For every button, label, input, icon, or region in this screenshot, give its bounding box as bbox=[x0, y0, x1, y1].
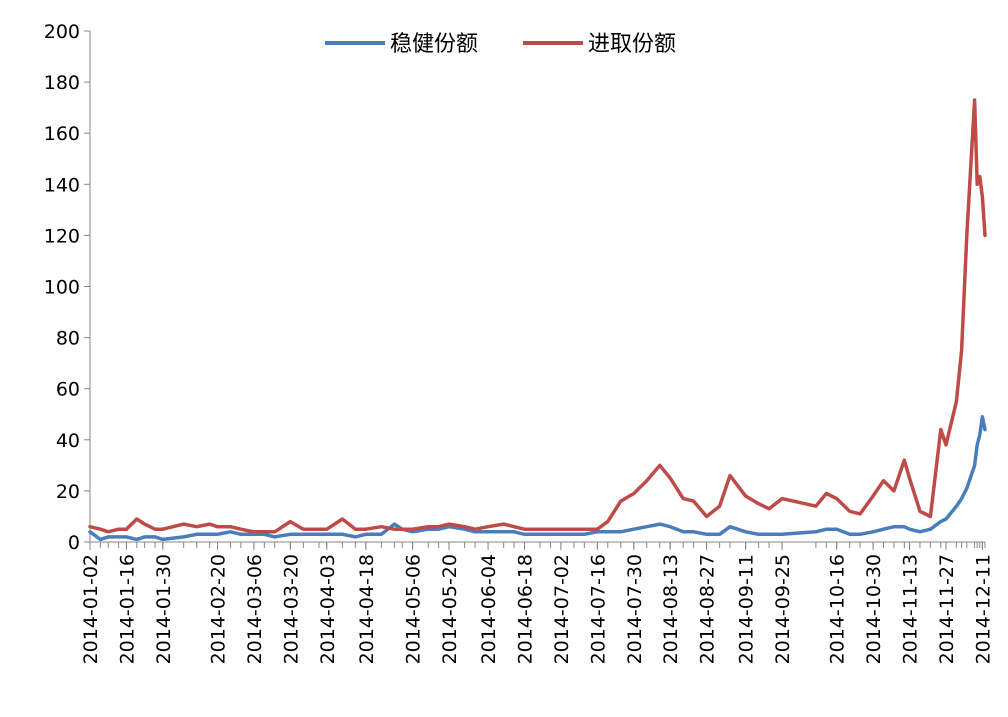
x-tick-label: 2014-11-13 bbox=[900, 554, 922, 664]
y-axis: 0 20 40 60 80 100 120 140 160 180 200 bbox=[44, 21, 91, 554]
y-tick-label: 120 bbox=[44, 225, 80, 247]
x-tick-label: 2014-01-30 bbox=[153, 554, 175, 664]
y-tick-label: 140 bbox=[44, 174, 80, 196]
x-tick-label: 2014-01-16 bbox=[116, 554, 138, 664]
y-tick-label: 100 bbox=[44, 277, 80, 299]
x-tick-label: 2014-03-06 bbox=[244, 554, 266, 664]
series-line-stable bbox=[88, 415, 987, 542]
x-tick-label: 2014-03-20 bbox=[280, 554, 302, 664]
x-tick-label: 2014-11-27 bbox=[936, 554, 958, 664]
x-axis: 2014-01-02 2014-01-16 2014-01-30 2014-02-20… bbox=[80, 541, 994, 664]
x-tick-label: 2014-12-11 bbox=[972, 554, 994, 664]
x-tick-label: 2014-08-27 bbox=[697, 554, 719, 664]
legend: 稳健份额 进取份额 bbox=[325, 32, 676, 57]
x-tick-label: 2014-05-20 bbox=[439, 554, 461, 664]
series-layer bbox=[88, 98, 987, 542]
x-tick-label: 2014-04-03 bbox=[317, 554, 339, 664]
x-tick-label: 2014-01-02 bbox=[80, 554, 102, 664]
x-tick-label: 2014-06-18 bbox=[514, 554, 536, 664]
x-tick-label: 2014-10-30 bbox=[863, 554, 885, 664]
x-tick-label: 2014-06-04 bbox=[478, 554, 500, 664]
y-tick-label: 80 bbox=[56, 328, 80, 350]
x-tick-label: 2014-07-16 bbox=[587, 554, 609, 664]
x-tick-label: 2014-05-06 bbox=[403, 554, 425, 664]
series-line-aggressive bbox=[88, 98, 987, 534]
y-tick-label: 60 bbox=[56, 379, 80, 401]
y-tick-label: 0 bbox=[68, 532, 80, 554]
y-tick-label: 200 bbox=[44, 21, 80, 43]
y-tick-label: 180 bbox=[44, 72, 80, 94]
x-tick-label: 2014-10-16 bbox=[827, 554, 849, 664]
x-tick-label: 2014-02-20 bbox=[207, 554, 229, 664]
x-tick-label: 2014-07-02 bbox=[551, 554, 573, 664]
legend-label-stable: 稳健份额 bbox=[390, 32, 478, 57]
x-tick-label: 2014-07-30 bbox=[624, 554, 646, 664]
x-tick-label: 2014-09-11 bbox=[736, 554, 758, 664]
y-tick-label: 160 bbox=[44, 123, 80, 145]
legend-label-aggressive: 进取份额 bbox=[588, 32, 676, 57]
y-tick-label: 40 bbox=[56, 430, 80, 452]
y-tick-label: 20 bbox=[56, 481, 80, 503]
x-tick-label: 2014-09-25 bbox=[772, 554, 794, 664]
x-tick-label: 2014-04-18 bbox=[356, 554, 378, 664]
x-tick-label: 2014-08-13 bbox=[660, 554, 682, 664]
